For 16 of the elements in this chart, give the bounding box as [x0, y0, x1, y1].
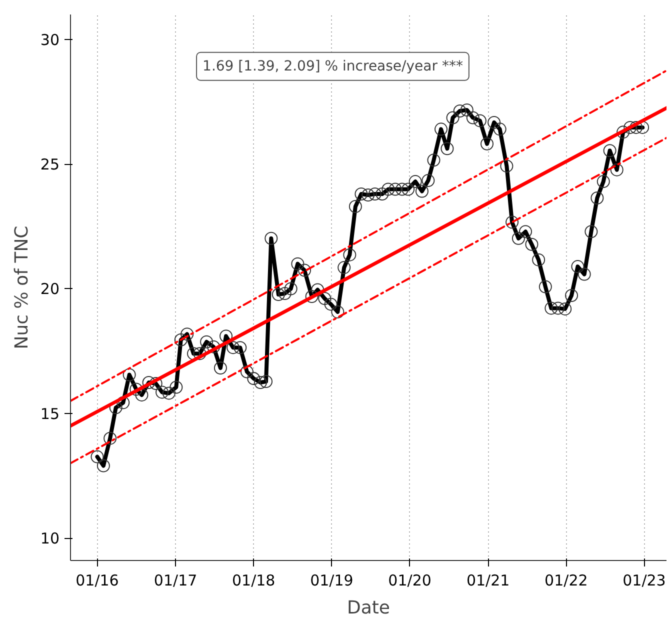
x-axis-title: Date: [346, 598, 390, 618]
annotation: 1.69 [1.39, 2.09] % increase/year ***: [202, 58, 463, 74]
x-tick-label: 01/23: [622, 572, 666, 590]
x-tick-label: 01/18: [232, 572, 276, 590]
y-axis-title: Nuc % of TNC: [11, 226, 32, 350]
x-tick-label: 01/22: [544, 572, 588, 590]
x-tick-label: 01/21: [466, 572, 510, 590]
x-tick-label: 01/16: [76, 572, 119, 590]
x-tick-label: 01/20: [388, 572, 432, 590]
y-tick-label: 10: [40, 530, 60, 548]
y-tick-label: 15: [40, 404, 60, 423]
x-tick-label: 01/17: [154, 572, 198, 590]
y-tick-label: 20: [40, 280, 60, 298]
y-tick-label: 25: [40, 156, 60, 174]
y-tick-label: 30: [40, 30, 60, 49]
x-tick-label: 01/19: [310, 572, 354, 590]
